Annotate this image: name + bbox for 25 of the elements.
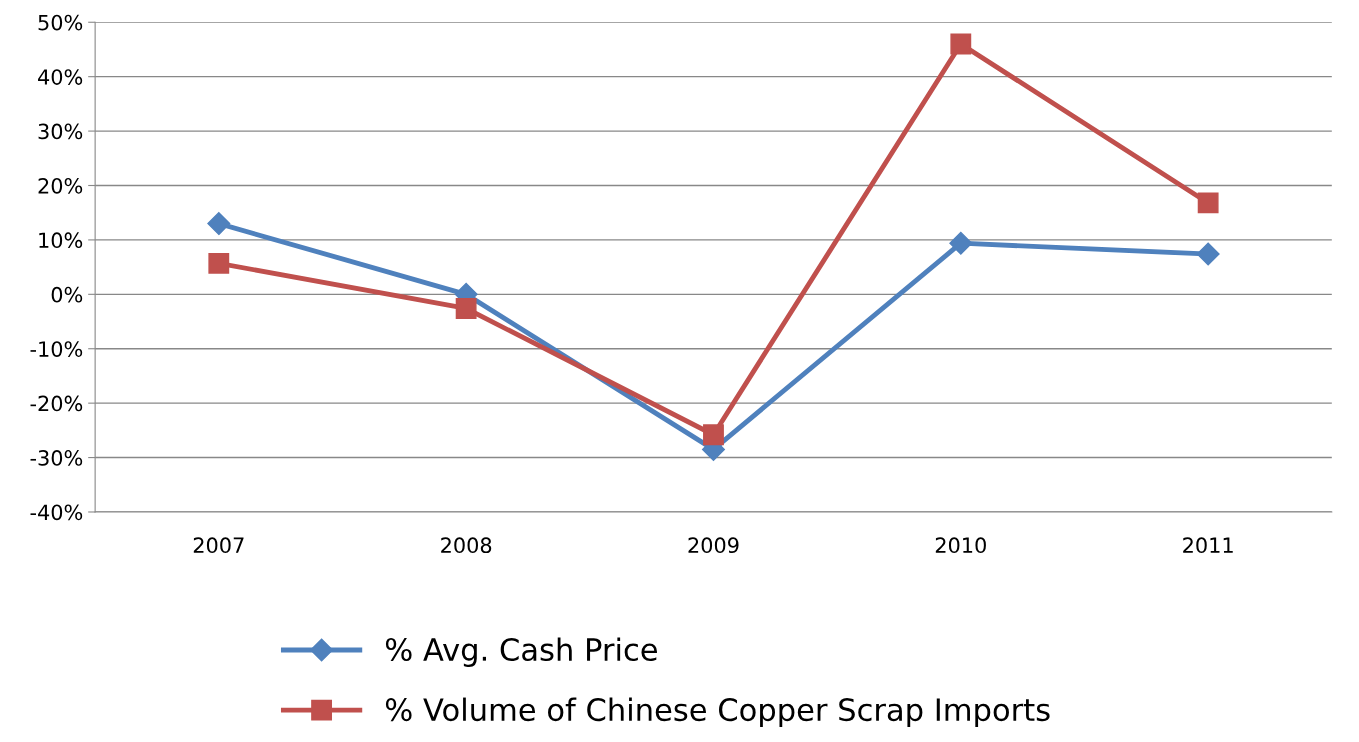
point: [455, 298, 477, 319]
point: [1197, 192, 1219, 214]
point: [950, 33, 972, 55]
x-tick-label: 2009: [688, 537, 739, 554]
y-tick-label: 0%: [51, 286, 83, 303]
y-tick-label: 40%: [38, 69, 83, 85]
legend-label: % Avg. Cash Price: [385, 637, 657, 667]
point: [208, 252, 230, 274]
y-tick-label: -30%: [30, 450, 83, 466]
point: [207, 212, 231, 236]
y-tick-label: 50%: [38, 14, 83, 31]
y-tick-label: -40%: [30, 504, 83, 521]
point: [703, 424, 724, 446]
legend-label: % Volume of Chinese Copper Scrap Imports: [385, 697, 1050, 728]
x-tick-label: 2010: [935, 537, 986, 554]
x-tick-label: 2007: [193, 537, 244, 554]
y-tick-label: 20%: [38, 177, 83, 194]
x-tick-label: 2011: [1183, 537, 1233, 554]
point: [949, 231, 973, 255]
x-tick-label: 2008: [441, 537, 492, 554]
y-tick-label: -10%: [30, 341, 83, 357]
y-tick-label: 10%: [39, 232, 83, 249]
y-tick-label: 30%: [38, 123, 83, 140]
point: [1196, 242, 1220, 266]
y-tick-label: -20%: [30, 395, 83, 412]
